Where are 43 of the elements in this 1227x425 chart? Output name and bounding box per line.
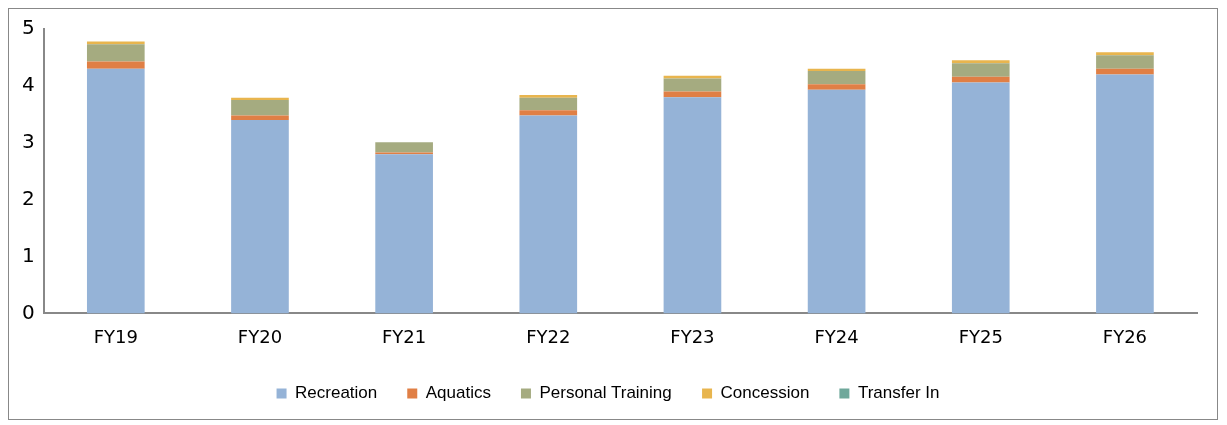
x-tick-label: FY26 — [1102, 325, 1148, 347]
bar — [1096, 55, 1154, 69]
y-tick-label: 4 — [21, 72, 35, 97]
legend-label: Personal Training — [539, 383, 672, 403]
bar — [86, 68, 145, 314]
bar — [231, 120, 289, 314]
bar — [1096, 68, 1154, 75]
x-tick-label: FY19 — [93, 325, 138, 347]
legend-label: Aquatics — [425, 383, 491, 403]
bar — [86, 44, 145, 62]
bar — [951, 63, 1010, 77]
bar — [375, 142, 433, 153]
bar — [951, 82, 1010, 314]
bar — [1096, 74, 1154, 314]
x-tick-label: FY22 — [526, 325, 571, 347]
bar — [375, 154, 433, 314]
bar — [807, 84, 866, 90]
x-tick-label: FY21 — [381, 325, 427, 347]
x-tick-label: FY25 — [958, 325, 1003, 347]
bar — [951, 60, 1010, 64]
legend-label: Transfer In — [857, 383, 940, 403]
x-tick-label: FY20 — [237, 325, 283, 347]
bar — [231, 100, 289, 116]
y-tick-label: 2 — [21, 185, 35, 210]
bar — [663, 78, 722, 92]
y-tick-label: 0 — [21, 299, 35, 324]
bar — [86, 61, 145, 69]
legend-label: Concession — [720, 383, 810, 403]
bar — [519, 115, 578, 314]
x-tick-label: FY23 — [670, 325, 715, 347]
bar — [663, 97, 722, 314]
bar — [807, 89, 866, 314]
bar — [1096, 52, 1154, 56]
bar — [519, 94, 578, 98]
bar — [519, 97, 578, 111]
bar — [519, 110, 578, 116]
x-tick-label: FY24 — [814, 325, 859, 347]
y-tick-label: 5 — [21, 15, 35, 40]
y-tick-label: 1 — [21, 242, 35, 267]
legend-label: Recreation — [295, 383, 378, 403]
y-tick-label: 3 — [21, 128, 35, 153]
bar — [231, 115, 289, 121]
bar — [807, 71, 866, 85]
